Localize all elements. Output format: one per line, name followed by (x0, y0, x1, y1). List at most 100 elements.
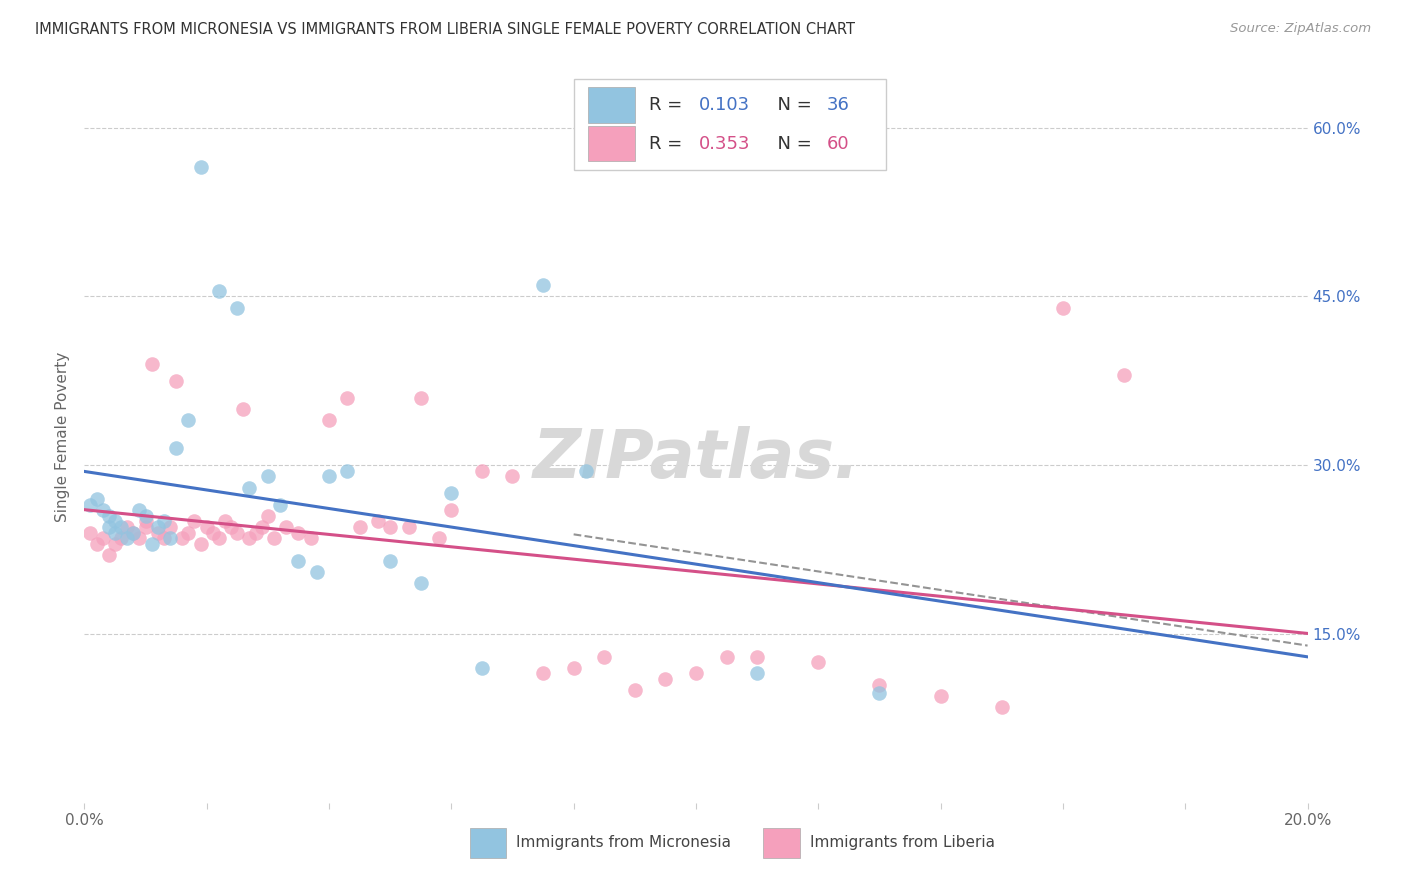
Point (104, 537, 127, 551)
Point (380, 554, 402, 568)
Text: 60: 60 (827, 135, 849, 153)
Point (318, 413, 340, 427)
Text: Source: ZipAtlas.com: Source: ZipAtlas.com (1230, 22, 1371, 36)
Point (153, 515, 176, 529)
Point (79, 498, 101, 512)
Text: Immigrants from Micronesia: Immigrants from Micronesia (516, 835, 731, 850)
Point (869, 678, 891, 692)
Point (97, 548, 120, 562)
Text: N =: N = (766, 135, 817, 153)
Point (257, 508, 280, 523)
Point (190, 160, 212, 174)
Point (1052, 301, 1074, 315)
Point (562, 661, 585, 675)
Point (250, 520, 273, 534)
Point (531, 666, 554, 681)
Point (91, 532, 114, 546)
Point (287, 525, 309, 540)
Point (91, 503, 114, 517)
Text: N =: N = (766, 96, 817, 114)
Point (208, 284, 231, 298)
Point (287, 554, 309, 568)
Point (165, 374, 187, 388)
FancyBboxPatch shape (588, 87, 636, 122)
Point (141, 537, 163, 551)
Point (305, 565, 328, 579)
Point (263, 532, 285, 546)
Text: Immigrants from Liberia: Immigrants from Liberia (810, 835, 994, 850)
Point (409, 576, 432, 591)
Point (159, 532, 181, 546)
Point (929, 689, 952, 703)
Point (104, 515, 127, 529)
Point (190, 537, 212, 551)
Point (336, 464, 359, 478)
Y-axis label: Single Female Poverty: Single Female Poverty (55, 352, 70, 522)
Text: R =: R = (650, 96, 689, 114)
Point (128, 532, 150, 546)
FancyBboxPatch shape (588, 126, 636, 161)
Point (86, 537, 108, 551)
Point (208, 532, 231, 546)
Point (427, 532, 450, 546)
Point (991, 700, 1014, 714)
Point (79, 525, 101, 540)
FancyBboxPatch shape (470, 829, 506, 858)
Point (257, 469, 280, 483)
Point (716, 649, 738, 664)
Point (195, 520, 218, 534)
Text: 0.353: 0.353 (699, 135, 749, 153)
Point (336, 391, 359, 405)
Point (122, 525, 145, 540)
Point (318, 469, 340, 483)
Point (575, 464, 598, 478)
Point (219, 520, 242, 534)
Point (110, 520, 132, 534)
Text: R =: R = (650, 135, 689, 153)
Point (238, 481, 260, 495)
Point (135, 508, 157, 523)
Point (135, 515, 157, 529)
Point (471, 464, 494, 478)
Point (367, 515, 389, 529)
Text: IMMIGRANTS FROM MICRONESIA VS IMMIGRANTS FROM LIBERIA SINGLE FEMALE POVERTY CORR: IMMIGRANTS FROM MICRONESIA VS IMMIGRANTS… (35, 22, 855, 37)
Point (86, 491, 108, 506)
Point (159, 520, 181, 534)
Text: 36: 36 (827, 96, 849, 114)
FancyBboxPatch shape (574, 78, 886, 170)
Point (245, 525, 267, 540)
Point (380, 520, 402, 534)
Point (440, 503, 463, 517)
Point (183, 515, 205, 529)
Point (440, 486, 463, 500)
Point (349, 520, 371, 534)
Point (97, 520, 120, 534)
Point (97, 508, 120, 523)
Point (409, 391, 432, 405)
Point (214, 515, 236, 529)
Point (172, 532, 194, 546)
Point (232, 401, 254, 416)
Point (502, 469, 524, 483)
Point (122, 525, 145, 540)
Point (593, 649, 616, 664)
Point (269, 498, 291, 512)
Point (146, 525, 169, 540)
Point (747, 666, 769, 681)
Point (177, 525, 200, 540)
Point (201, 525, 224, 540)
Point (299, 532, 322, 546)
FancyBboxPatch shape (763, 829, 800, 858)
Point (398, 520, 420, 534)
Point (226, 301, 249, 315)
Point (128, 503, 150, 517)
Point (115, 532, 138, 546)
Point (238, 532, 260, 546)
Point (226, 525, 249, 540)
Point (153, 532, 176, 546)
Point (165, 442, 187, 456)
Text: 0.103: 0.103 (699, 96, 749, 114)
Point (531, 278, 554, 293)
Point (141, 357, 163, 371)
Point (1114, 368, 1136, 383)
